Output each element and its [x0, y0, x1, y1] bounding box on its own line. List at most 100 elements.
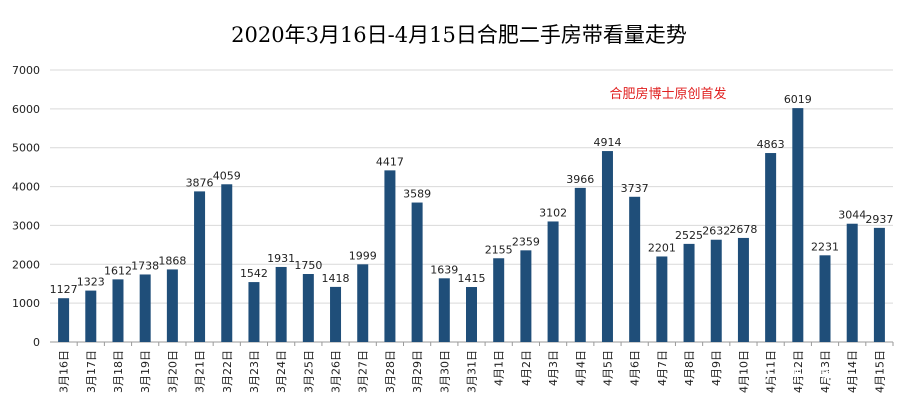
data-label: 3737 — [621, 182, 649, 195]
bar — [765, 153, 777, 342]
x-tick-label: 3月20日 — [166, 350, 179, 393]
bar — [166, 269, 178, 342]
bar — [221, 184, 233, 342]
bar — [574, 187, 586, 342]
bar — [710, 239, 722, 342]
bar — [357, 264, 369, 342]
bar — [737, 237, 749, 342]
x-tick-label: 4月14日 — [846, 350, 859, 393]
data-label: 2678 — [729, 223, 757, 236]
bar — [438, 278, 450, 342]
x-tick-label: 4月4日 — [574, 350, 587, 386]
bar — [248, 282, 260, 342]
bar — [58, 298, 70, 342]
x-tick-label: 3月28日 — [384, 350, 397, 393]
bar — [656, 256, 668, 342]
x-tick-label: 3月16日 — [58, 350, 71, 393]
bar — [547, 221, 559, 342]
x-tick-label: 3月17日 — [85, 350, 98, 393]
x-tick-label: 4月15日 — [873, 350, 886, 393]
bar — [194, 191, 206, 342]
x-tick-label: 4月2日 — [520, 350, 533, 386]
data-label: 1931 — [267, 252, 295, 265]
bar — [139, 274, 151, 342]
bar — [792, 108, 804, 342]
data-label: 1868 — [158, 254, 186, 267]
x-tick-label: 4月8日 — [683, 350, 696, 386]
x-tick-label: 3月24日 — [275, 350, 288, 393]
x-tick-label: 3月21日 — [194, 350, 207, 393]
bar — [466, 287, 477, 342]
data-label: 4863 — [757, 138, 785, 151]
x-tick-label: 4月3日 — [547, 350, 560, 386]
x-tick-label: 3月18日 — [112, 350, 125, 393]
data-label: 1639 — [430, 263, 458, 276]
data-label: 4417 — [376, 155, 404, 168]
watermark-text: 合肥房博士 — [775, 366, 850, 384]
y-tick-label: 4000 — [12, 181, 40, 194]
y-tick-label: 2000 — [12, 258, 40, 271]
bar — [302, 274, 314, 342]
x-tick-label: 4月9日 — [710, 350, 723, 386]
bar-series — [58, 108, 885, 342]
data-label: 4059 — [213, 169, 241, 182]
data-label: 3589 — [403, 188, 431, 201]
y-tick-label: 0 — [33, 336, 40, 349]
bar — [520, 250, 532, 342]
bar — [411, 202, 423, 342]
data-label: 2632 — [702, 225, 730, 238]
x-tick-label: 3月22日 — [221, 350, 234, 393]
x-tick-label: 3月30日 — [438, 350, 451, 393]
bar — [601, 151, 613, 342]
data-label: 3044 — [838, 209, 866, 222]
data-label: 1612 — [104, 264, 132, 277]
data-label: 1127 — [50, 283, 78, 296]
y-tick-label: 3000 — [12, 219, 40, 232]
data-label: 2201 — [648, 241, 676, 254]
x-tick-label: 4月5日 — [601, 350, 614, 386]
bar — [819, 255, 831, 342]
data-label: 4914 — [593, 136, 621, 149]
chart-title: 2020年3月16日-4月15日合肥二手房带看量走势 — [231, 23, 687, 47]
data-label: 3102 — [539, 206, 567, 219]
data-label: 2231 — [811, 240, 839, 253]
bar — [85, 290, 97, 342]
x-tick-label: 4月6日 — [629, 350, 642, 386]
bar — [846, 223, 858, 342]
x-tick-label: 4月11日 — [765, 350, 778, 393]
x-tick-label: 4月10日 — [737, 350, 750, 393]
x-tick-label: 4月13日 — [819, 350, 832, 393]
bar — [629, 196, 641, 342]
bar — [683, 243, 695, 342]
x-tick-label: 4月12日 — [792, 350, 805, 393]
data-label: 3876 — [186, 176, 214, 189]
data-label: 3966 — [566, 173, 594, 186]
x-tick-label: 3月29日 — [411, 350, 424, 393]
watermark: 合肥房博士 — [750, 364, 850, 384]
data-label: 1542 — [240, 267, 268, 280]
bar — [873, 227, 885, 342]
x-tick-label: 3月31日 — [466, 350, 479, 393]
data-label: 1999 — [349, 249, 377, 262]
y-tick-label: 1000 — [12, 297, 40, 310]
grid-layer — [50, 69, 893, 343]
x-tick-label: 3月27日 — [357, 350, 370, 393]
bar — [493, 258, 505, 342]
y-axis: 0 1000 2000 3000 4000 5000 6000 7000 — [12, 64, 40, 349]
bar — [330, 286, 342, 342]
y-tick-label: 5000 — [12, 142, 40, 155]
x-tick-label: 4月1日 — [493, 350, 506, 386]
data-label: 2937 — [865, 213, 893, 226]
data-label: 2359 — [512, 235, 540, 248]
wechat-icon — [750, 364, 770, 384]
bar — [112, 279, 124, 342]
data-label: 1323 — [77, 276, 105, 289]
source-annotation: 合肥房博士原创首发 — [609, 86, 726, 102]
x-tick-label: 3月25日 — [302, 350, 315, 393]
bar — [275, 266, 287, 342]
bar — [384, 170, 396, 342]
y-tick-label: 7000 — [12, 64, 40, 77]
x-tick-label: 3月26日 — [330, 350, 343, 393]
